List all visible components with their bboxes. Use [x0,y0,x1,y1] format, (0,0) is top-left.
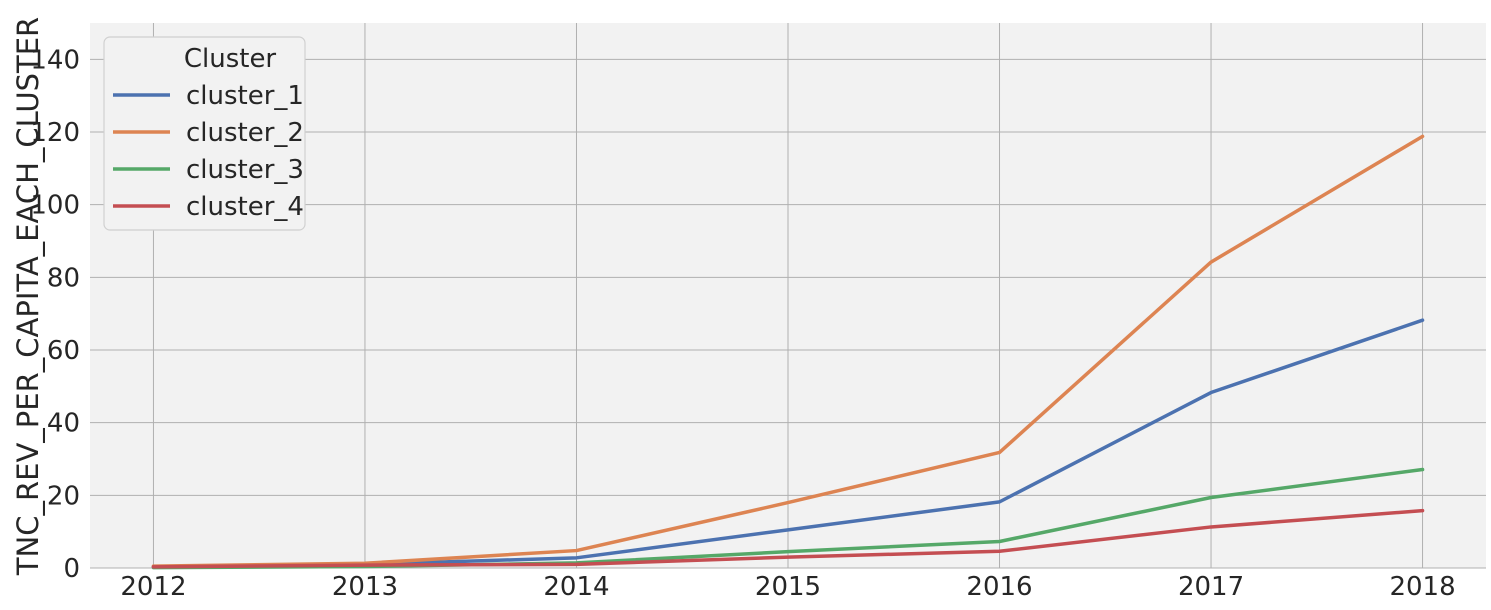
x-tick-label: 2015 [755,572,821,602]
legend-label: cluster_4 [186,192,304,222]
series-line-cluster_4 [151,508,1425,569]
x-tick-label: 2013 [332,572,398,602]
y-tick-label: 120 [30,118,80,148]
legend-entries: cluster_1 cluster_2 cluster_3 cluster_4 [113,81,304,222]
series-line-cluster_2 [151,134,1425,568]
legend-box [103,36,306,231]
series-lines [151,134,1425,570]
x-tick-label: 2012 [120,572,186,602]
y-tick-label: 0 [63,554,80,584]
y-tick-label: 80 [47,263,80,293]
legend: Cluster cluster_1cluster_2cluster_3clust… [103,36,306,231]
x-tick-label: 2017 [1178,572,1244,602]
x-tick-label: 2018 [1389,572,1455,602]
y-tick-label: 20 [47,481,80,511]
y-tick-label: 60 [47,336,80,366]
y-tick-label: 100 [30,191,80,221]
legend-label: cluster_2 [186,118,304,148]
y-axis-label: TNC_REV_PER_CAPITA_EACH_CLUSTER [11,17,45,576]
legend-title: Cluster [184,44,277,74]
x-axis-ticks: 2012 2013 2014 2015 2016 2017 2018 [120,572,1455,602]
y-axis-ticks: 0 20 40 60 80 100 120 140 [30,45,80,584]
legend-label: cluster_3 [186,155,304,185]
y-tick-label: 140 [30,45,80,75]
x-tick-label: 2016 [966,572,1032,602]
x-tick-label: 2014 [543,572,609,602]
y-tick-label: 40 [47,409,80,439]
legend-label: cluster_1 [186,81,304,111]
